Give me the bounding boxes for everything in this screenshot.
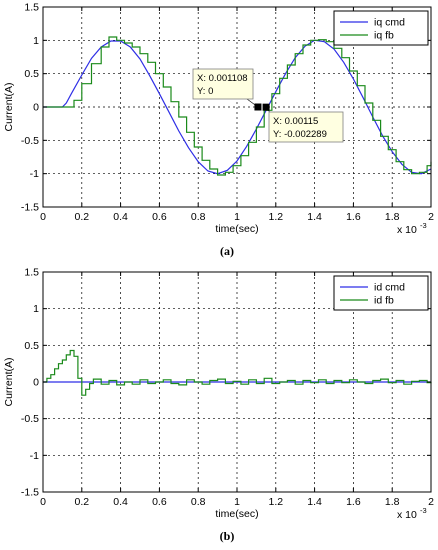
- datatip-y-label: Y: 0: [197, 86, 213, 97]
- y-tick-label: 0: [33, 102, 39, 114]
- chart-panel-a: 0 0.2 0.4 0.6 0.8 1 1.2 1.4 1.6 1.8 2 1.5 1 0.5 0 -0.5 -…: [3, 2, 434, 259]
- chart-panel-b: 0 0.2 0.4 0.6 0.8 1 1.2 1.4 1.6 1.8 2 1.5 1 0.5 0 -0.5 -…: [3, 267, 434, 544]
- x-tick-label: 2: [428, 496, 434, 508]
- x-tick-label: 0.8: [191, 496, 206, 508]
- y-tick-label: -1.5: [21, 487, 39, 499]
- datatip-box[interactable]: [268, 111, 344, 143]
- y-tick-label: 0.5: [24, 340, 39, 352]
- legend-entry: id fb: [374, 295, 394, 307]
- datatip-marker[interactable]: [262, 103, 270, 111]
- x-tick-label: 0.6: [152, 496, 167, 508]
- ticks: 0 0.2 0.4 0.6 0.8 1 1.2 1.4 1.6 1.8 2 1.5 1 0.5 0 -0.5 -…: [21, 2, 434, 224]
- x-tick-label: 1: [234, 211, 240, 223]
- grid: [43, 7, 431, 207]
- y-tick-label: -0.5: [21, 413, 39, 425]
- y-tick-label: 1.5: [24, 2, 39, 14]
- series-group: [43, 349, 432, 396]
- y-axis-label: Current(A): [3, 82, 15, 131]
- y-tick-label: 1.5: [24, 267, 39, 279]
- series-line-fb: [43, 349, 432, 396]
- x-exponent-label: x 10: [397, 224, 417, 236]
- x-exponent-value: -3: [420, 221, 427, 230]
- y-tick-label: 1: [33, 35, 39, 47]
- x-tick-label: 1: [234, 496, 240, 508]
- x-tick-label: 0.6: [152, 211, 167, 223]
- x-tick-label: 1.8: [385, 496, 400, 508]
- x-exponent-value: -3: [420, 506, 427, 515]
- x-tick-label: 1.6: [346, 211, 361, 223]
- datatip-y-label: Y: -0.002289: [273, 129, 327, 140]
- x-tick-label: 1.6: [346, 496, 361, 508]
- datatip-x-label: X: 0.001108: [197, 73, 248, 84]
- x-tick-label: 1.4: [307, 496, 322, 508]
- x-tick-label: 0.4: [113, 211, 128, 223]
- x-tick-label: 0: [40, 211, 46, 223]
- x-tick-label: 0.8: [191, 211, 206, 223]
- x-tick-label: 1.2: [268, 211, 283, 223]
- datatip-box[interactable]: [192, 68, 254, 100]
- y-tick-label: -0.5: [21, 135, 39, 147]
- legend-box: [333, 10, 429, 46]
- legend-entry: iq fb: [374, 30, 394, 42]
- x-tick-label: 2: [428, 211, 434, 223]
- x-tick-label: 0.2: [74, 496, 89, 508]
- x-axis-label: time(sec): [215, 508, 258, 520]
- legend-entry: iq cmd: [374, 17, 405, 29]
- series-line-fb: [43, 36, 432, 176]
- x-tick-label: 1.4: [307, 211, 322, 223]
- datatip-x-label: X: 0.00115: [273, 116, 318, 127]
- ticks: 0 0.2 0.4 0.6 0.8 1 1.2 1.4 1.6 1.8 2 1.5 1 0.5 0 -0.5 -…: [21, 267, 434, 509]
- legend-box: [333, 275, 429, 311]
- panel-caption: (a): [220, 244, 234, 258]
- datatip-marker[interactable]: [254, 103, 262, 111]
- x-tick-label: 0.4: [113, 496, 128, 508]
- y-tick-label: 0.5: [24, 68, 39, 80]
- panel-caption: (b): [220, 529, 235, 543]
- y-tick-label: 1: [33, 303, 39, 315]
- y-axis-label: Current(A): [3, 357, 15, 406]
- x-tick-label: 0: [40, 496, 46, 508]
- x-exponent-label: x 10: [397, 509, 417, 521]
- series-line-cmd: [43, 39, 432, 175]
- x-tick-label: 1.8: [385, 211, 400, 223]
- legend-entry: id cmd: [374, 282, 405, 294]
- x-tick-label: 0.2: [74, 211, 89, 223]
- y-tick-label: -1: [30, 168, 39, 180]
- datatips: X: 0.001108 Y: 0 X: 0.00115 Y: -0.002289: [192, 68, 344, 143]
- x-tick-label: 1.2: [268, 496, 283, 508]
- y-tick-label: -1.5: [21, 202, 39, 214]
- y-tick-label: 0: [33, 377, 39, 389]
- series-group: [43, 36, 432, 176]
- y-tick-label: -1: [30, 450, 39, 462]
- x-axis-label: time(sec): [215, 223, 258, 235]
